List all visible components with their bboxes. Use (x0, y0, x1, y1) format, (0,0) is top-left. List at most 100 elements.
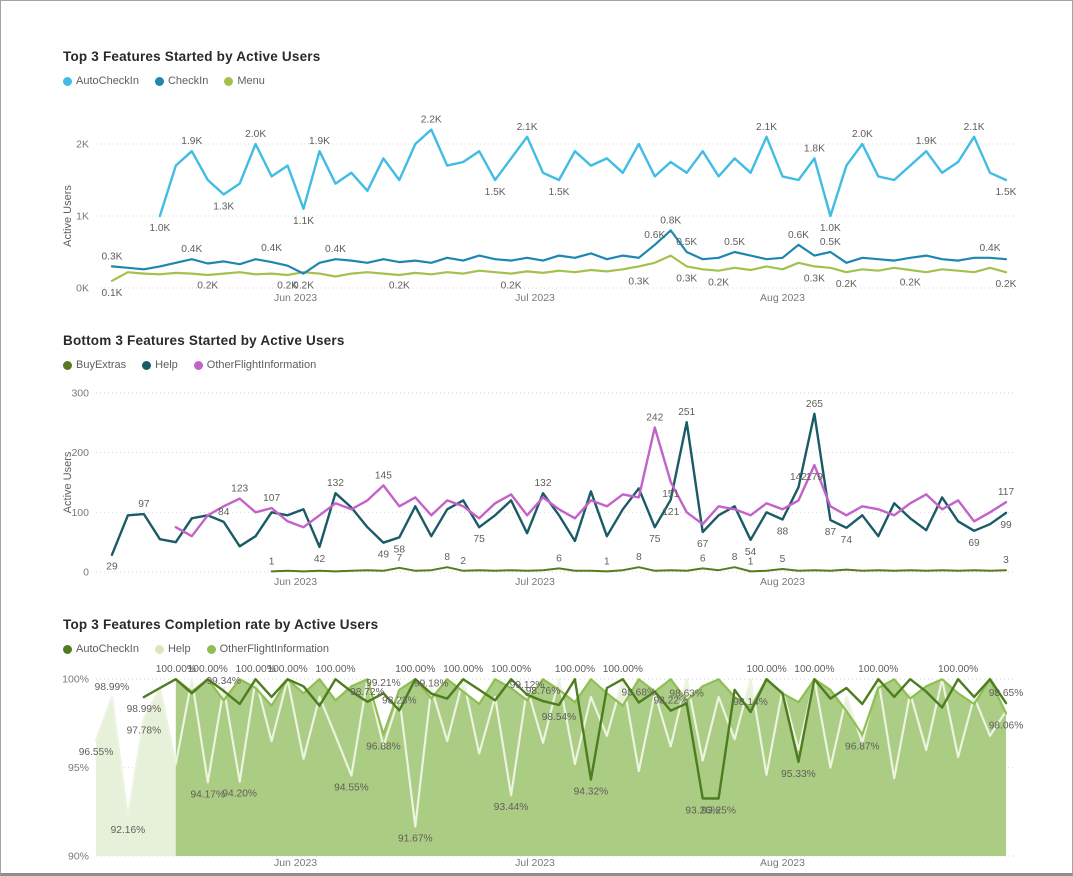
data-label: 1.0K (820, 223, 841, 234)
chart-legend: BuyExtras Help OtherFlightInformation (63, 358, 1072, 372)
data-label: 0.4K (980, 243, 1001, 254)
legend-label: AutoCheckIn (76, 75, 139, 87)
data-label: 99.18% (414, 679, 449, 690)
legend-dot-icon (193, 360, 203, 370)
data-label: 58 (394, 544, 406, 555)
data-label: 69 (968, 538, 980, 549)
data-label: 6 (700, 553, 706, 564)
x-tick-label: Jul 2023 (515, 857, 555, 869)
data-label: 100.00% (491, 664, 531, 675)
chart-title: Top 3 Features Completion rate by Active… (63, 617, 379, 632)
data-label: 98.68% (622, 688, 657, 699)
series-line-autocheckin (142, 677, 1008, 800)
chart-bottom3-features-started: Bottom 3 Features Started by Active User… (1, 333, 1072, 592)
data-label: 94.17% (190, 789, 225, 800)
data-label: 107 (263, 493, 280, 504)
legend-item-help[interactable]: Help (154, 643, 191, 655)
legend-label: OtherFlightInformation (219, 643, 330, 655)
legend-item-checkin[interactable]: CheckIn (154, 75, 209, 87)
legend-label: Help (155, 359, 178, 371)
data-label: 2 (460, 556, 466, 567)
data-label: 84 (218, 507, 230, 518)
chart-top3-features-started: Top 3 Features Started by Active Users A… (1, 49, 1072, 308)
data-label: 94.32% (574, 787, 609, 798)
data-label: 1 (748, 556, 754, 567)
data-label: 94.55% (334, 783, 369, 794)
y-tick-label: 95% (68, 762, 89, 774)
data-label: 88 (777, 526, 789, 537)
data-label: 100.00% (858, 664, 898, 675)
data-label: 96.55% (79, 747, 114, 758)
data-label: 67 (697, 539, 709, 550)
legend-item-help[interactable]: Help (142, 359, 178, 371)
x-tick-label: Aug 2023 (760, 292, 805, 304)
data-label: 96.87% (845, 742, 880, 753)
data-label: 2.1K (517, 122, 538, 133)
data-label: 97.78% (127, 725, 162, 736)
data-label: 100.00% (794, 664, 834, 675)
legend-dot-icon (206, 644, 216, 654)
data-label: 1.5K (485, 187, 506, 198)
x-tick-label: Jul 2023 (515, 576, 555, 588)
legend-item-autocheckin[interactable]: AutoCheckIn (63, 643, 139, 655)
data-label: 100.00% (395, 664, 435, 675)
data-label: 0.2K (389, 281, 410, 292)
y-tick-label: 300 (71, 387, 89, 399)
legend-item-otherflightinformation[interactable]: OtherFlightInformation (193, 359, 317, 371)
series-line-checkin (110, 229, 1008, 275)
legend-item-otherflightinformation[interactable]: OtherFlightInformation (206, 643, 330, 655)
legend-label: CheckIn (167, 75, 209, 87)
chart-plot: 0K 1K 2K Jun 2023 Jul 2023 Aug 2023 Active Use… (62, 115, 1017, 304)
data-label: 0.3K (804, 273, 825, 284)
data-label: 98.63% (669, 688, 704, 699)
data-label: 0.3K (628, 276, 649, 287)
data-label: 100.00% (938, 664, 978, 675)
data-label: 242 (646, 413, 663, 424)
data-label: 98.99% (127, 704, 162, 715)
data-label: 93.26% (685, 805, 720, 816)
data-label: 49 (378, 550, 390, 561)
series-line-menu (110, 254, 1008, 282)
data-label: 0.4K (261, 243, 282, 254)
data-label: 98.65% (989, 688, 1024, 699)
legend-label: Menu (237, 75, 265, 87)
data-label: 100.00% (315, 664, 355, 675)
legend-item-autocheckin[interactable]: AutoCheckIn (63, 75, 139, 87)
y-tick-label: 0K (76, 283, 89, 295)
y-tick-label: 1K (76, 211, 89, 223)
series-line-buyextras (270, 566, 1007, 573)
data-label: 0.2K (293, 281, 314, 292)
y-tick-label: 0 (83, 567, 89, 579)
series-line-help (110, 412, 1008, 556)
data-label: 0.3K (101, 251, 122, 262)
data-label: 75 (649, 534, 661, 545)
x-tick-label: Aug 2023 (760, 576, 805, 588)
legend-item-buyextras[interactable]: BuyExtras (63, 359, 126, 371)
data-label: 42 (314, 554, 326, 565)
data-label: 2.0K (852, 129, 873, 140)
data-label: 0.1K (101, 288, 122, 299)
x-tick-label: Aug 2023 (760, 857, 805, 869)
legend-item-menu[interactable]: Menu (224, 75, 265, 87)
series-line-autocheckin (158, 128, 1008, 218)
y-tick-label: 100 (71, 507, 89, 519)
series-line-help (94, 678, 1008, 828)
data-label: 6 (556, 553, 562, 564)
legend-dot-icon (154, 644, 164, 654)
data-label: 98.54% (542, 712, 577, 723)
chart-title: Bottom 3 Features Started by Active User… (63, 333, 345, 348)
data-label: 1.5K (548, 187, 569, 198)
data-label: 0.2K (708, 278, 729, 289)
data-label: 1.1K (293, 216, 314, 227)
data-label: 98.99% (95, 682, 130, 693)
data-label: 29 (106, 562, 118, 573)
data-label: 2.0K (245, 129, 266, 140)
data-label: 93.44% (494, 802, 529, 813)
legend-label: OtherFlightInformation (206, 359, 317, 371)
data-label: 1 (269, 556, 275, 567)
data-label: 132 (535, 478, 552, 489)
data-label: 99 (1000, 520, 1012, 531)
legend-dot-icon (63, 360, 72, 370)
data-label: 251 (678, 407, 695, 418)
